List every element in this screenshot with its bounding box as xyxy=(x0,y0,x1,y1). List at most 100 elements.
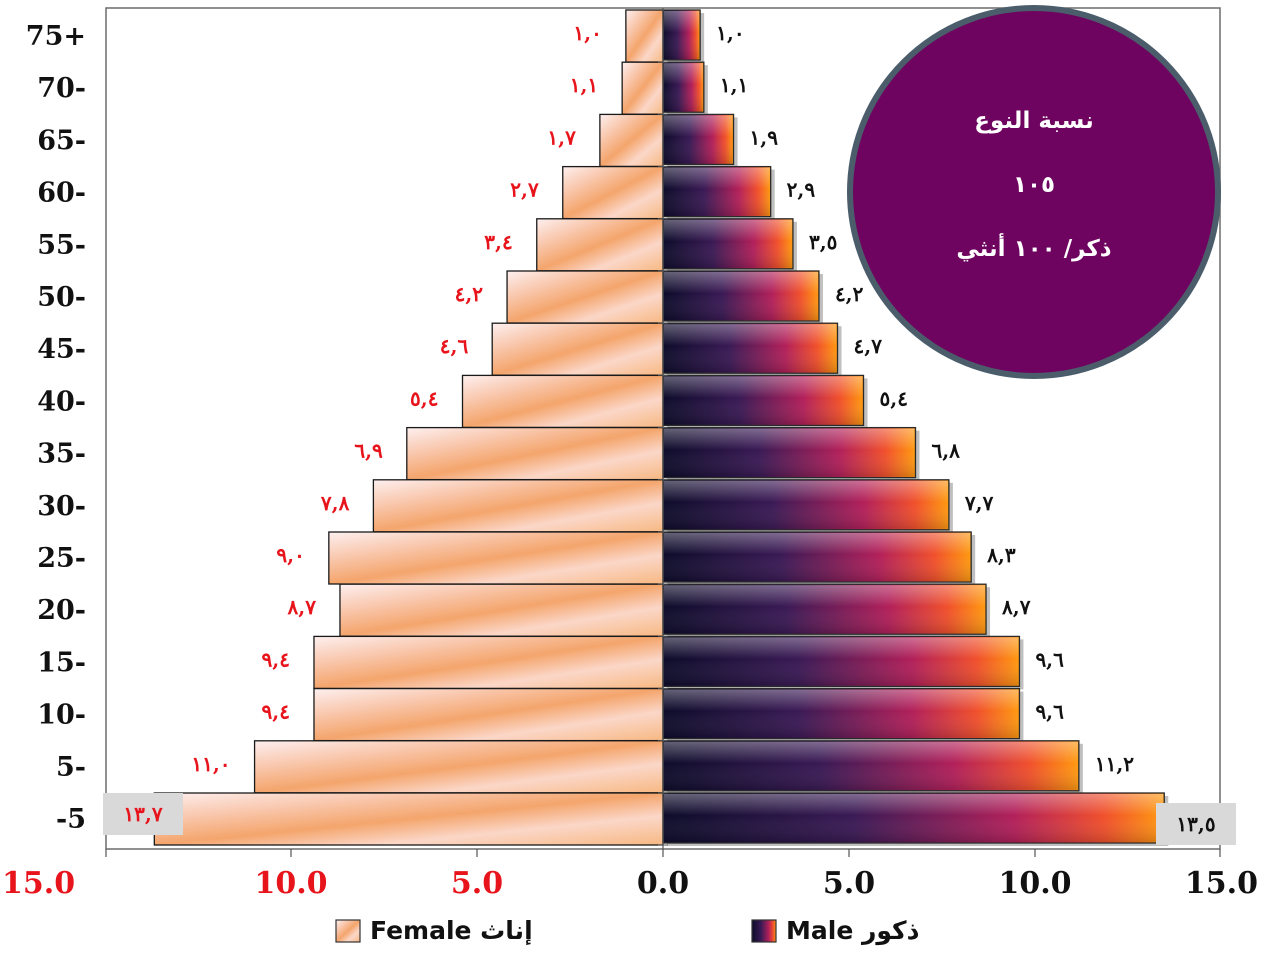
male-value-label: ٨,٧ xyxy=(1001,595,1031,619)
male-bar-shine xyxy=(664,272,818,320)
female-bar xyxy=(599,113,664,168)
female-value-label: ١,٧ xyxy=(547,125,576,149)
female-bar xyxy=(339,583,664,637)
x-axis-tick-label: 10.0 xyxy=(998,866,1071,901)
male-value-label: ٨,٣ xyxy=(986,543,1016,567)
center-axis-ticks xyxy=(658,61,668,846)
male-bar-shine xyxy=(664,167,770,216)
sex-ratio-circle xyxy=(847,5,1221,379)
age-group-label: 30- xyxy=(37,491,86,522)
male-bar-shine xyxy=(664,585,986,634)
male-value-label: ١,٠ xyxy=(716,21,744,45)
age-group-label: 35- xyxy=(37,439,86,470)
sex-ratio-title: نسبة النوع xyxy=(974,108,1093,134)
male-value-label: ٤,٧ xyxy=(854,334,883,358)
x-axis-tick-label: 5.0 xyxy=(451,866,503,901)
age-group-label: 55- xyxy=(37,230,86,261)
age-group-labels: 75+ 70- 65- 60- 55- 50- 45- 40- 35- 30- 25- 20- 15- 1… xyxy=(26,21,86,835)
female-value-label: ٨,٧ xyxy=(287,595,317,619)
female-value-label: ٩,٠ xyxy=(276,543,304,567)
female-value-highlight xyxy=(103,793,183,835)
female-value-label: ٢,٧ xyxy=(510,178,539,202)
age-group-label: 50- xyxy=(37,282,86,313)
male-bar-shine xyxy=(664,324,837,373)
male-value-label: ٣,٥ xyxy=(809,230,837,254)
age-group-label: 40- xyxy=(37,386,86,417)
male-value-label: ١١,٢ xyxy=(1095,752,1134,776)
male-bar-shine xyxy=(664,741,1078,790)
legend-male-label: ذكور Male xyxy=(786,916,920,946)
male-bar-shine xyxy=(664,376,863,425)
age-group-label: 45- xyxy=(37,334,86,365)
female-value-label: ١١,٠ xyxy=(191,752,230,776)
male-bar-shine xyxy=(664,689,1019,738)
age-group-label: 5- xyxy=(56,752,86,783)
male-value-label: ٦,٨ xyxy=(931,439,960,463)
male-bar-shine xyxy=(664,219,792,268)
female-value-label: ١,٠ xyxy=(573,21,601,45)
age-group-label: 15- xyxy=(37,647,86,678)
female-value-label: ٤,٢ xyxy=(455,282,484,306)
legend-female-label: إناث Female xyxy=(370,916,533,945)
x-axis-tick-label: 15.0 xyxy=(1185,866,1258,901)
male-value-label: ٤,٢ xyxy=(835,282,864,306)
female-bar xyxy=(253,740,664,794)
male-value-label: ٢,٩ xyxy=(787,178,816,202)
sex-ratio-unit: ذكر/ ١٠٠ أنثي xyxy=(956,232,1111,262)
male-bar-shine xyxy=(664,428,915,477)
male-value-label: ١٣,٥ xyxy=(1176,812,1215,836)
male-value-label: ٩,٦ xyxy=(1035,700,1064,724)
female-bar xyxy=(406,426,664,481)
male-bar-shine xyxy=(664,637,1019,686)
female-bar xyxy=(313,635,664,690)
female-value-label: ٥,٤ xyxy=(410,386,438,410)
age-group-label: -5 xyxy=(56,804,86,835)
female-bar xyxy=(313,687,664,742)
female-value-label: ٩,٤ xyxy=(262,700,290,724)
bar-value-labels: ١,٠ ١,٠ ١,١ ١,١ ١,٧ ١,٩ ٢,٧ ٢,٩ ٣,٤ ٣,٥ ٤,٢ ٤,٢ ٤,٦ ٤… xyxy=(103,21,1236,845)
male-bar-shine xyxy=(664,63,703,112)
age-group-label: 20- xyxy=(37,595,86,626)
female-bar xyxy=(491,322,664,376)
female-bars xyxy=(153,9,664,846)
male-value-label: ٩,٦ xyxy=(1035,647,1064,671)
female-bar xyxy=(506,270,664,324)
sex-ratio-badge: نسبة النوع ١٠٥ ذكر/ ١٠٠ أنثي xyxy=(847,5,1221,379)
male-bar-shine xyxy=(664,11,700,59)
legend: إناث Female ذكور Male xyxy=(335,916,920,946)
female-value-label: ١٣,٧ xyxy=(123,802,162,826)
female-value-label: ٤,٦ xyxy=(440,334,469,358)
female-bar xyxy=(153,792,664,846)
female-value-label: ٣,٤ xyxy=(484,230,512,254)
age-group-label: 60- xyxy=(37,178,86,209)
male-value-highlight xyxy=(1156,803,1236,845)
female-bar xyxy=(621,61,664,115)
male-value-label: ١,٩ xyxy=(750,125,779,149)
male-value-label: ٥,٤ xyxy=(880,386,908,410)
female-value-label: ٦,٩ xyxy=(354,439,383,463)
age-group-label: 70- xyxy=(37,73,86,104)
male-bar-shine xyxy=(664,115,733,164)
sex-ratio-value: ١٠٥ xyxy=(1013,172,1055,198)
x-axis-tick-labels: 15.0 10.0 5.0 0.0 5.0 10.0 15.0 xyxy=(2,849,1258,901)
age-group-label: 65- xyxy=(37,125,86,156)
legend-female-swatch xyxy=(335,919,361,943)
female-value-label: ٧,٨ xyxy=(320,491,350,515)
x-axis-tick-label: 0.0 xyxy=(637,866,689,901)
male-bar-shine xyxy=(664,794,1164,842)
female-bar xyxy=(625,9,664,63)
x-axis-tick-label: 10.0 xyxy=(254,866,327,901)
female-bar xyxy=(562,165,664,220)
male-value-label: ٧,٧ xyxy=(964,491,994,515)
female-bar xyxy=(328,531,664,585)
age-group-label: 10- xyxy=(37,700,86,731)
male-bar-shine xyxy=(664,533,971,581)
male-bar-shine xyxy=(664,480,948,529)
age-group-label: 75+ xyxy=(26,21,86,52)
female-bar xyxy=(461,374,664,429)
male-bars xyxy=(662,9,1169,846)
legend-male-swatch xyxy=(751,919,777,943)
age-group-label: 25- xyxy=(37,543,86,574)
